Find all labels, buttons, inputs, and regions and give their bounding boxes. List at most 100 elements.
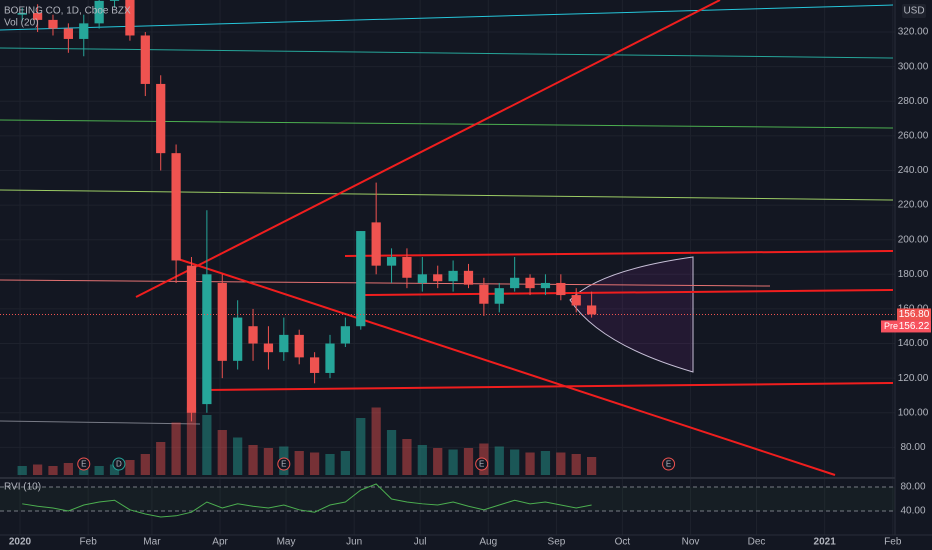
- event-label: E: [281, 460, 286, 469]
- candle-body: [156, 83, 166, 154]
- event-marker: [77, 457, 91, 471]
- x-tick-label: Feb: [884, 537, 902, 548]
- volume-bar: [556, 452, 566, 475]
- candle-body: [356, 231, 366, 327]
- candle-body: [309, 357, 320, 373]
- candle-body: [217, 282, 227, 361]
- candle-body: [279, 334, 289, 353]
- candle-body: [448, 270, 458, 282]
- candle-body: [109, 0, 120, 1]
- candle-body: [171, 153, 181, 261]
- candle-body: [233, 317, 243, 361]
- trend-line: [204, 382, 894, 391]
- y-tick-label: 320.00: [898, 27, 929, 38]
- x-tick-label: May: [277, 537, 296, 548]
- x-tick-label: Aug: [479, 537, 497, 548]
- rvi-line: [22, 483, 592, 518]
- trend-line: [0, 420, 201, 425]
- forecast-fan: [569, 256, 694, 373]
- y-tick-label: 220.00: [898, 200, 929, 211]
- currency: USD: [903, 6, 924, 17]
- trend-line: [0, 47, 894, 59]
- trend-line: [135, 0, 721, 298]
- candle-body: [17, 12, 27, 15]
- x-tick-label: Sep: [548, 537, 566, 548]
- volume-bar: [171, 422, 181, 475]
- candle-body: [125, 0, 135, 36]
- y-tick-label: 120.00: [898, 373, 929, 384]
- candle-body: [571, 295, 581, 306]
- candle-body: [402, 256, 412, 278]
- candle-body: [63, 28, 73, 39]
- event-label: E: [479, 460, 484, 469]
- grid: [0, 0, 895, 535]
- volume-bar: [510, 449, 520, 475]
- volume-bar: [448, 449, 458, 475]
- rvi-band: [0, 487, 895, 512]
- rvi-label: RVI (10): [4, 482, 41, 493]
- candle-body: [248, 326, 258, 344]
- event-label: D: [116, 460, 122, 469]
- candle-body: [32, 12, 43, 20]
- last-price-label: 156.80: [899, 309, 930, 320]
- volume-bar: [263, 448, 274, 475]
- volume-bar: [340, 451, 350, 475]
- y-tick-label: 180.00: [898, 269, 929, 280]
- axes: 2020 Feb Mar Apr May Jun Jul Aug Sep Oct Nov Dec 202…: [9, 27, 931, 548]
- candle-body: [340, 326, 350, 344]
- volume-bar: [63, 463, 73, 475]
- candle-body: [510, 277, 520, 289]
- chart-title: BOEING CO, 1D, Cboe BZX: [4, 6, 131, 17]
- volume-bar: [433, 448, 443, 475]
- candle-body: [263, 343, 274, 353]
- candle-body: [186, 265, 197, 413]
- candle-body: [94, 0, 104, 24]
- volume-bar: [156, 442, 166, 475]
- x-tick-label: Jul: [414, 537, 427, 548]
- candle-body: [586, 305, 597, 315]
- candle-body: [202, 274, 212, 405]
- trend-line: [174, 257, 836, 476]
- trend-line: [0, 189, 894, 201]
- x-tick-label: Feb: [80, 537, 98, 548]
- volume-bar: [217, 430, 227, 475]
- volume-bar: [248, 445, 258, 475]
- trend-line: [0, 4, 894, 31]
- event-marker: [112, 457, 126, 471]
- rvi-tick-label: 40.00: [900, 506, 925, 517]
- volume-bar: [17, 466, 27, 475]
- event-marker: [277, 457, 291, 471]
- volume-bar: [494, 446, 504, 475]
- volume-bar: [386, 430, 397, 475]
- pre-market-name: Pre: [884, 321, 898, 331]
- candle-body: [463, 270, 474, 285]
- x-tick-label: Mar: [143, 537, 161, 548]
- candle-body: [386, 256, 397, 266]
- candle-body: [325, 343, 335, 373]
- x-tick-label: Oct: [615, 537, 631, 548]
- y-tick-label: 100.00: [898, 407, 929, 418]
- event-marker: [475, 457, 489, 471]
- volume-bar: [356, 418, 366, 475]
- event-marker: [662, 457, 676, 471]
- rvi-tick-label: 80.00: [900, 482, 925, 493]
- currency-box[interactable]: [902, 4, 926, 18]
- pre-market-box: [881, 320, 931, 333]
- trend-line: [0, 279, 771, 287]
- candle-body: [371, 222, 381, 266]
- x-tick-label: 2020: [9, 537, 32, 548]
- volume-bar: [540, 451, 551, 475]
- candle-body: [417, 274, 427, 283]
- volume-bar: [402, 439, 412, 475]
- volume-bar: [140, 454, 150, 475]
- x-tick-label: Nov: [682, 537, 700, 548]
- volume-bar: [202, 415, 212, 475]
- volume-bar: [309, 452, 320, 475]
- trend-line: [0, 119, 894, 129]
- last-price-box: [897, 308, 931, 321]
- candle-body: [433, 274, 443, 282]
- candle-body: [494, 288, 504, 304]
- y-tick-label: 140.00: [898, 338, 929, 349]
- volume-bar: [233, 437, 243, 475]
- trend-line: [364, 289, 894, 296]
